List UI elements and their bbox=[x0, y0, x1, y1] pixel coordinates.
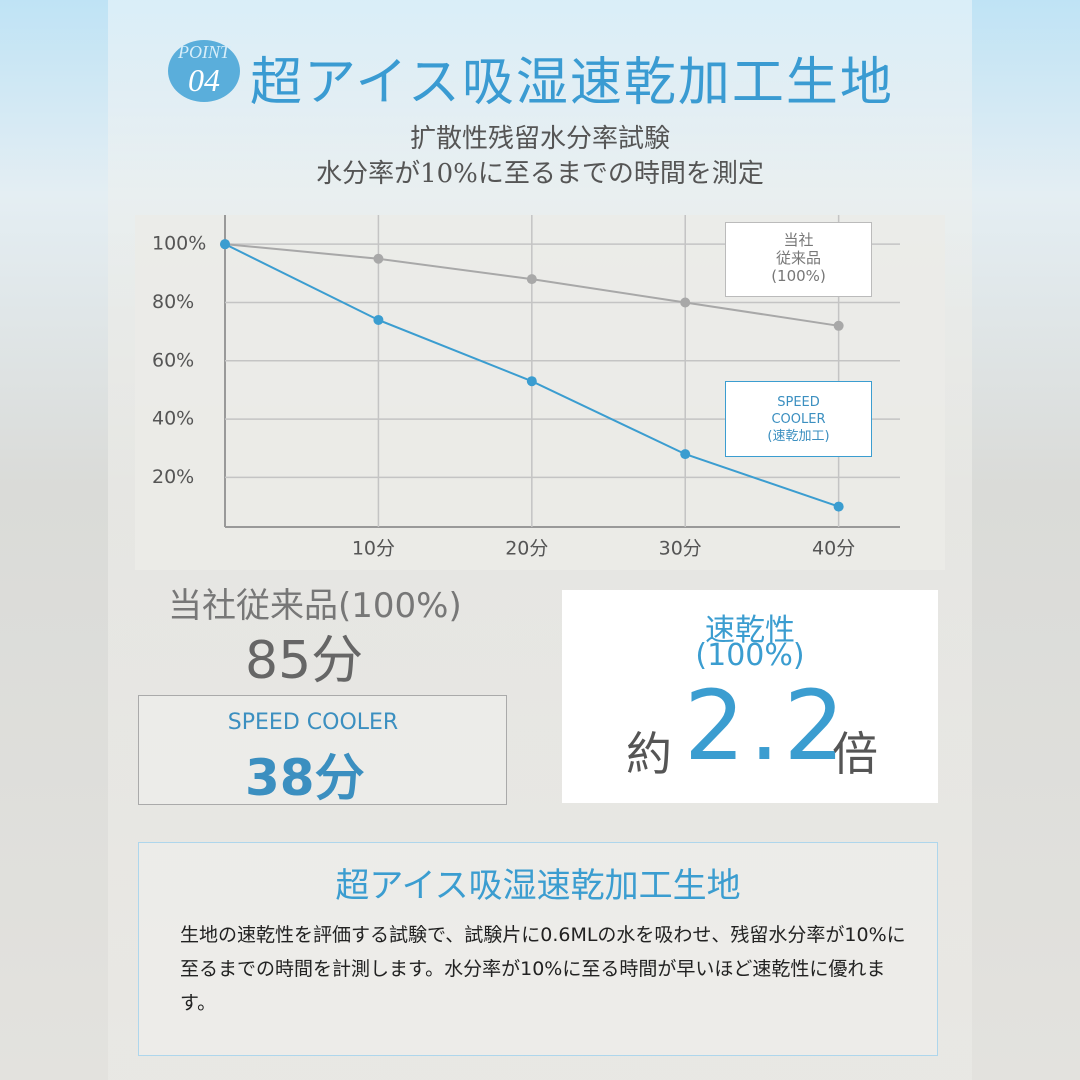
legend-entry: 当社 従来品 (100%) bbox=[725, 222, 872, 297]
speed-label: SPEED COOLER bbox=[227, 710, 399, 735]
regular-time: 85分 bbox=[245, 631, 364, 691]
data-point bbox=[526, 274, 537, 285]
data-point bbox=[526, 376, 537, 387]
subtitle: 扩散性残留水分率試験 bbox=[409, 124, 670, 154]
description-text: 生地の速乾性を評価する試験で、試験片に0.6MLの水を吸わせ、残留水分率が10%… bbox=[180, 924, 906, 1014]
data-point bbox=[833, 320, 844, 331]
badge-word: POINT bbox=[177, 42, 230, 62]
x-tick-label: 10分 bbox=[352, 538, 395, 560]
ratio-value: 2.2 bbox=[684, 670, 849, 782]
x-tick-label: 20分 bbox=[505, 538, 548, 560]
ratio-box bbox=[562, 590, 938, 803]
x-tick-label: 30分 bbox=[659, 538, 702, 560]
badge bbox=[168, 40, 240, 102]
data-point bbox=[373, 253, 384, 264]
ratio-label: 速乾性 bbox=[705, 613, 795, 648]
ratio-suffix: 倍 bbox=[832, 727, 878, 781]
data-point bbox=[680, 297, 691, 308]
y-tick-label: 20% bbox=[152, 466, 194, 488]
y-tick-label: 40% bbox=[152, 408, 194, 430]
speed-box bbox=[138, 695, 507, 805]
legend-entry: SPEED COOLER (速乾加工) bbox=[725, 381, 872, 457]
speed-time: 38分 bbox=[245, 749, 365, 807]
title: 超アイス吸湿速乾加工生地 bbox=[250, 53, 894, 113]
ratio-prefix: 約 bbox=[626, 727, 672, 781]
x-tick-label: 40分 bbox=[812, 538, 855, 560]
data-point bbox=[680, 449, 691, 460]
data-point bbox=[833, 501, 844, 512]
description-title: 超アイス吸湿速乾加工生地 bbox=[335, 866, 741, 906]
subtitle: 水分率が10%に至るまでの時間を測定 bbox=[316, 159, 764, 189]
data-point bbox=[373, 314, 384, 325]
description-box bbox=[138, 842, 938, 1056]
ratio-sub: (100%) bbox=[695, 638, 805, 673]
data-point bbox=[220, 239, 230, 250]
y-tick-label: 60% bbox=[152, 349, 194, 371]
y-tick-label: 100% bbox=[152, 233, 206, 255]
chart: 20% 40% 60% 80% 100% 10分 20分 30分 40分 bbox=[152, 215, 900, 560]
y-tick-label: 80% bbox=[152, 291, 194, 313]
regular-label: 当社従来品(100%) bbox=[168, 586, 462, 626]
badge-number: 04 bbox=[188, 62, 220, 98]
